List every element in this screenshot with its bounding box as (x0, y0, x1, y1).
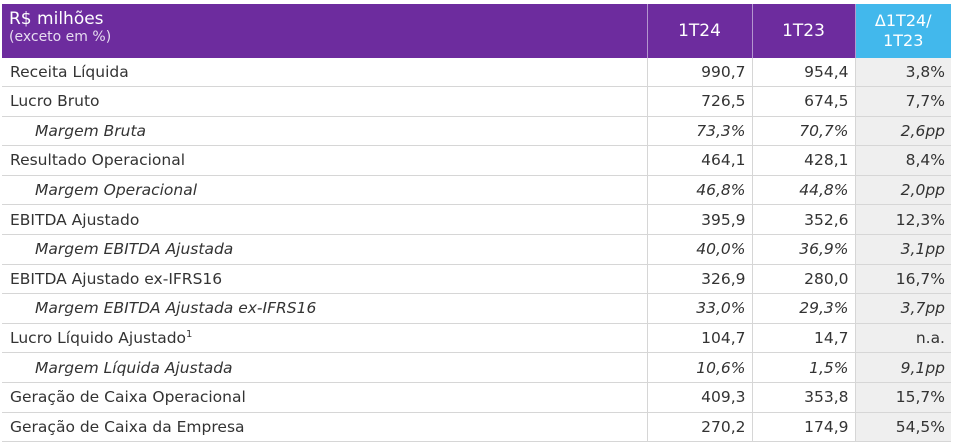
row-label: Lucro Líquido Ajustado1 (2, 323, 647, 354)
table-row-margin: Margem EBITDA Ajustada ex-IFRS16 33,0% 29,… (2, 293, 951, 324)
row-label-text: Lucro Líquido Ajustado (10, 329, 187, 348)
table-row-margin: Margem Bruta 73,3% 70,7% 2,6pp (2, 116, 951, 147)
value-1t24: 395,9 (646, 204, 752, 235)
value-delta: 3,7pp (854, 293, 951, 324)
row-label: Margem EBITDA Ajustada ex-IFRS16 (2, 293, 647, 324)
value-delta: 9,1pp (854, 352, 951, 383)
value-1t23: 44,8% (751, 175, 855, 206)
value-1t24: 726,5 (646, 86, 752, 117)
value-1t23: 70,7% (751, 116, 855, 147)
value-delta: 7,7% (854, 86, 951, 117)
row-label: Margem Bruta (2, 116, 647, 147)
row-label: Margem Operacional (2, 175, 647, 206)
row-label-text: Margem Líquida Ajustada (35, 358, 233, 377)
row-label-text: Margem Bruta (35, 121, 147, 140)
value-1t23: 954,4 (751, 58, 855, 87)
value-1t23: 29,3% (751, 293, 855, 324)
row-label-text: Resultado Operacional (10, 151, 186, 170)
value-1t24: 33,0% (646, 293, 752, 324)
row-label-text: Margem EBITDA Ajustada (35, 240, 234, 259)
value-delta: 2,0pp (854, 175, 951, 206)
value-1t24: 326,9 (646, 264, 752, 295)
table-row: Resultado Operacional 464,1 428,1 8,4% (2, 145, 951, 176)
value-delta: 15,7% (854, 382, 951, 413)
value-1t23: 674,5 (751, 86, 855, 117)
row-label: Geração de Caixa Operacional (2, 382, 647, 413)
row-label: Geração de Caixa da Empresa (2, 412, 647, 443)
value-1t23: 352,6 (751, 204, 855, 235)
row-label: EBITDA Ajustado ex-IFRS16 (2, 264, 647, 295)
header-delta-line1: Δ1T24/ (874, 11, 932, 30)
value-delta: n.a. (854, 323, 951, 354)
value-delta: 8,4% (854, 145, 951, 176)
value-1t24: 10,6% (646, 352, 752, 383)
value-1t24: 409,3 (646, 382, 752, 413)
footnote-marker: 1 (186, 329, 193, 341)
value-1t23: 36,9% (751, 234, 855, 265)
table-row: EBITDA Ajustado 395,9 352,6 12,3% (2, 204, 951, 235)
value-1t24: 464,1 (646, 145, 752, 176)
financial-results-table: R$ milhões (exceto em %) 1T24 1T23 Δ1T24… (2, 4, 951, 443)
value-delta: 12,3% (854, 204, 951, 235)
header-col-delta: Δ1T24/ 1T23 (854, 4, 951, 58)
table-row-margin: Margem Operacional 46,8% 44,8% 2,0pp (2, 175, 951, 206)
header-col-1t23: 1T23 (751, 4, 855, 58)
table-row-margin: Margem EBITDA Ajustada 40,0% 36,9% 3,1pp (2, 234, 951, 265)
header-subtitle: (exceto em %) (9, 29, 112, 45)
row-label-text: Margem EBITDA Ajustada ex-IFRS16 (35, 299, 317, 318)
row-label: Margem EBITDA Ajustada (2, 234, 647, 265)
header-row: R$ milhões (exceto em %) 1T24 1T23 Δ1T24… (2, 4, 951, 58)
row-label-text: EBITDA Ajustado (10, 210, 140, 229)
value-1t24: 46,8% (646, 175, 752, 206)
header-delta-line2: 1T23 (883, 31, 924, 50)
table-body: Receita Líquida 990,7 954,4 3,8% Lucro Bruto… (2, 58, 951, 443)
header-title: R$ milhões (9, 9, 104, 29)
row-label-text: Receita Líquida (10, 63, 129, 81)
value-1t24: 40,0% (646, 234, 752, 265)
value-delta: 54,5% (854, 412, 951, 443)
row-label: EBITDA Ajustado (2, 204, 647, 235)
value-1t24: 73,3% (646, 116, 752, 147)
value-delta: 16,7% (854, 264, 951, 295)
table-row: Receita Líquida 990,7 954,4 3,8% (2, 58, 951, 87)
header-col-1t24: 1T24 (646, 4, 752, 58)
value-delta: 3,1pp (854, 234, 951, 265)
value-delta: 3,8% (854, 58, 951, 87)
value-1t23: 14,7 (751, 323, 855, 354)
table-row: Geração de Caixa da Empresa 270,2 174,9 54,… (2, 412, 951, 443)
table-row: Lucro Líquido Ajustado1 104,7 14,7 n.a. (2, 323, 951, 354)
table-row: EBITDA Ajustado ex-IFRS16 326,9 280,0 16,7% (2, 264, 951, 295)
row-label-text: EBITDA Ajustado ex-IFRS16 (10, 269, 223, 288)
value-1t24: 270,2 (646, 412, 752, 443)
value-1t24: 104,7 (646, 323, 752, 354)
table-row: Geração de Caixa Operacional 409,3 353,8 15… (2, 382, 951, 413)
value-1t24: 990,7 (646, 58, 752, 87)
row-label-text: Geração de Caixa da Empresa (10, 417, 245, 436)
header-label-cell: R$ milhões (exceto em %) (2, 4, 647, 58)
row-label-text: Lucro Bruto (10, 92, 100, 111)
value-1t23: 1,5% (751, 352, 855, 383)
row-label: Resultado Operacional (2, 145, 647, 176)
table-row-margin: Margem Líquida Ajustada 10,6% 1,5% 9,1pp (2, 352, 951, 383)
table-row: Lucro Bruto 726,5 674,5 7,7% (2, 86, 951, 117)
row-label-text: Margem Operacional (35, 181, 198, 200)
value-delta: 2,6pp (854, 116, 951, 147)
value-1t23: 353,8 (751, 382, 855, 413)
value-1t23: 280,0 (751, 264, 855, 295)
table-header: R$ milhões (exceto em %) 1T24 1T23 Δ1T24… (2, 4, 951, 58)
row-label: Lucro Bruto (2, 86, 647, 117)
value-1t23: 428,1 (751, 145, 855, 176)
row-label: Receita Líquida (2, 58, 647, 87)
row-label: Margem Líquida Ajustada (2, 352, 647, 383)
value-1t23: 174,9 (751, 412, 855, 443)
row-label-text: Geração de Caixa Operacional (10, 388, 246, 407)
